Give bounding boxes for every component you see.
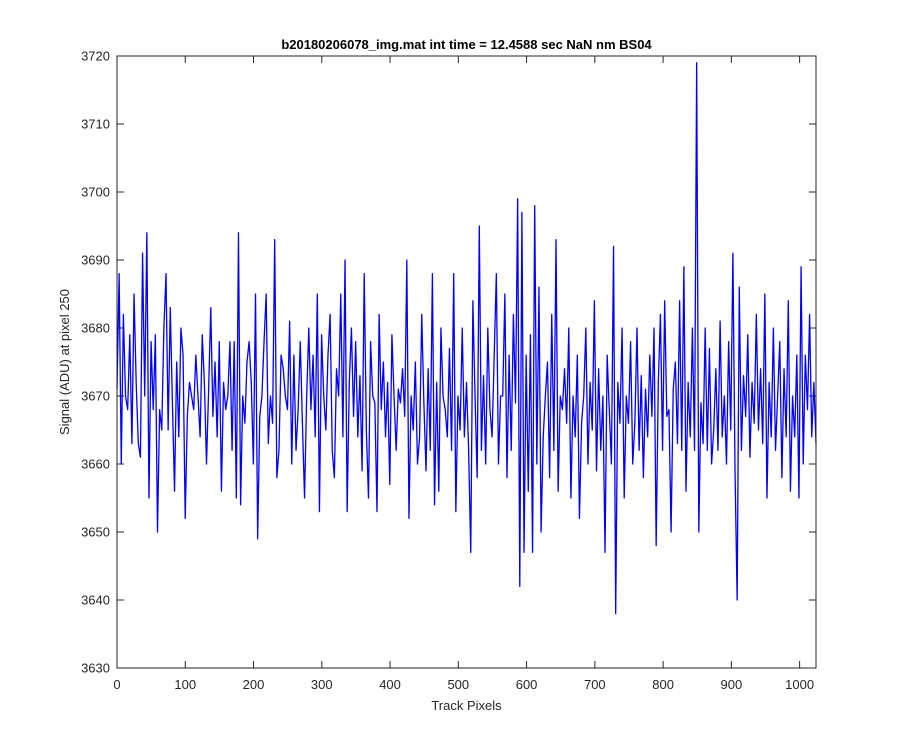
y-tick-label: 3640 bbox=[81, 593, 110, 608]
x-tick-label: 700 bbox=[584, 677, 606, 692]
y-tick-label: 3710 bbox=[81, 117, 110, 132]
y-tick-label: 3670 bbox=[81, 389, 110, 404]
ticks-layer: 0 100 200 300 400 500 600 700 800 900 1000 3630 3640… bbox=[81, 49, 816, 692]
x-tick-label: 900 bbox=[721, 677, 743, 692]
y-tick-label: 3700 bbox=[81, 185, 110, 200]
x-tick-label: 300 bbox=[311, 677, 333, 692]
y-tick-label: 3630 bbox=[81, 661, 110, 676]
y-tick-label: 3690 bbox=[81, 253, 110, 268]
y-tick-label: 3650 bbox=[81, 525, 110, 540]
x-tick-label: 400 bbox=[379, 677, 401, 692]
y-tick-label: 3720 bbox=[81, 49, 110, 64]
labels-layer: b20180206078_img.mat int time = 12.4588 … bbox=[57, 37, 652, 713]
x-tick-label: 200 bbox=[243, 677, 265, 692]
y-tick-label: 3680 bbox=[81, 321, 110, 336]
y-tick-label: 3660 bbox=[81, 457, 110, 472]
x-axis-label: Track Pixels bbox=[431, 698, 502, 713]
plot-frame bbox=[116, 55, 817, 669]
x-tick-label: 800 bbox=[652, 677, 674, 692]
chart-title: b20180206078_img.mat int time = 12.4588 … bbox=[281, 37, 652, 52]
series-layer bbox=[116, 62, 817, 615]
signal-series-line bbox=[116, 62, 817, 615]
plot-area bbox=[117, 56, 816, 668]
x-tick-label: 100 bbox=[174, 677, 196, 692]
x-tick-label: 500 bbox=[447, 677, 469, 692]
y-axis-label: Signal (ADU) at pixel 250 bbox=[57, 289, 72, 435]
x-tick-label: 1000 bbox=[785, 677, 814, 692]
x-tick-label: 600 bbox=[516, 677, 538, 692]
x-tick-label: 0 bbox=[113, 677, 120, 692]
